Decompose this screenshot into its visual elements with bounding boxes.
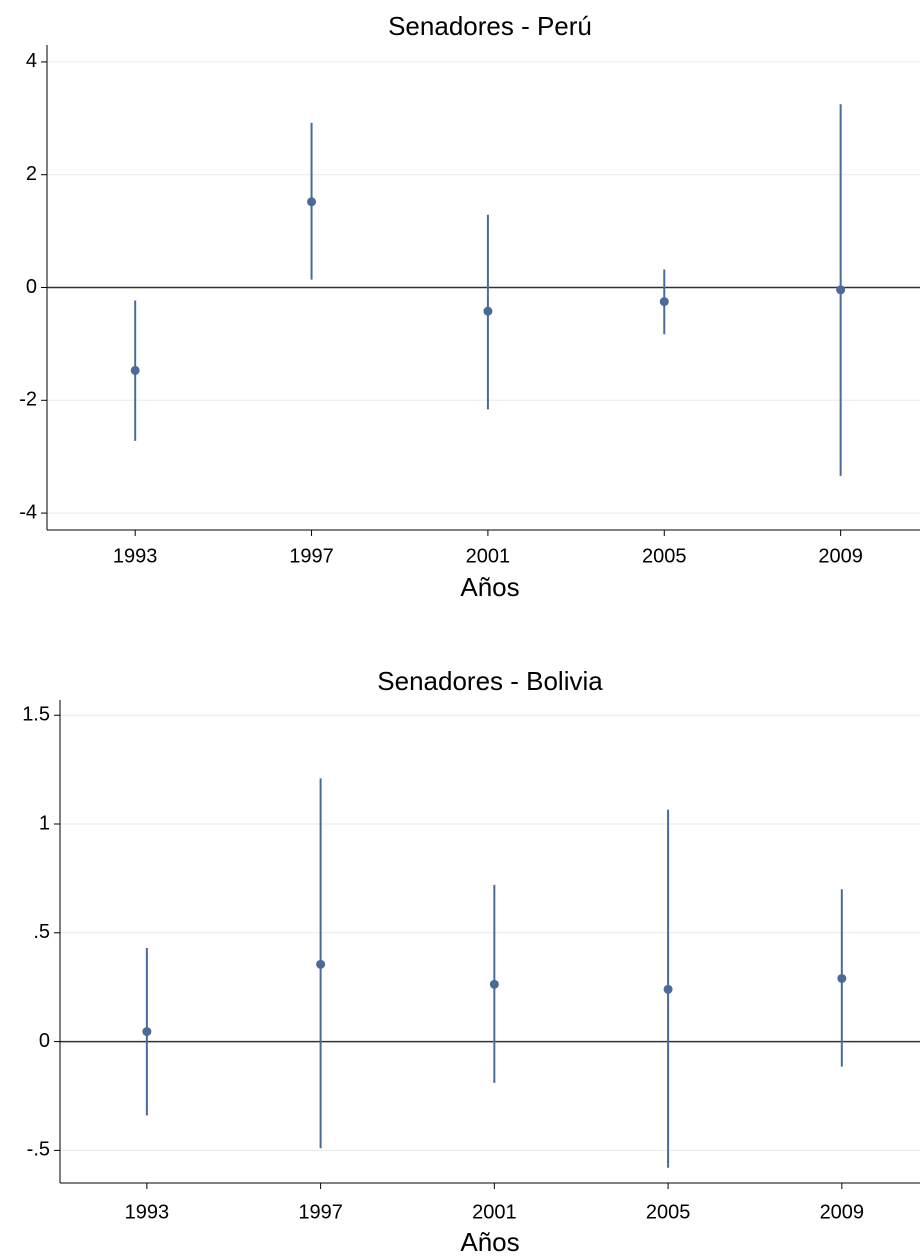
- x-tick-label: 1993: [113, 545, 158, 567]
- chart-title: Senadores - Bolivia: [377, 666, 603, 696]
- x-tick-label: 1997: [289, 545, 334, 567]
- x-tick-label: 2001: [466, 545, 511, 567]
- chart-title: Senadores - Perú: [388, 11, 592, 41]
- x-axis-title: Años: [460, 572, 519, 602]
- point: [663, 984, 673, 994]
- x-tick-label: 2009: [820, 1201, 865, 1223]
- x-tick-label: 2001: [472, 1201, 517, 1223]
- x-tick-label: 1993: [125, 1201, 170, 1223]
- point: [837, 973, 847, 983]
- y-tick-label: -4: [19, 501, 37, 523]
- y-tick-label: .5: [33, 921, 50, 943]
- point: [142, 1027, 152, 1037]
- x-axis-title: Años: [460, 1227, 519, 1257]
- y-tick-label: 1.5: [22, 704, 50, 726]
- point: [836, 285, 846, 295]
- y-tick-label: 2: [26, 163, 37, 185]
- y-tick-label: 0: [39, 1030, 50, 1052]
- point: [130, 365, 140, 375]
- point: [489, 979, 499, 989]
- y-tick-label: 4: [26, 50, 37, 72]
- point: [307, 197, 317, 207]
- y-tick-label: -2: [19, 389, 37, 411]
- y-tick-label: -.5: [27, 1139, 50, 1161]
- x-tick-label: 2009: [818, 545, 863, 567]
- x-tick-label: 2005: [642, 545, 687, 567]
- x-tick-label: 1997: [298, 1201, 343, 1223]
- x-tick-label: 2005: [646, 1201, 691, 1223]
- point: [659, 297, 669, 307]
- y-tick-label: 0: [26, 276, 37, 298]
- y-tick-label: 1: [39, 812, 50, 834]
- point: [316, 959, 326, 969]
- point: [483, 306, 493, 316]
